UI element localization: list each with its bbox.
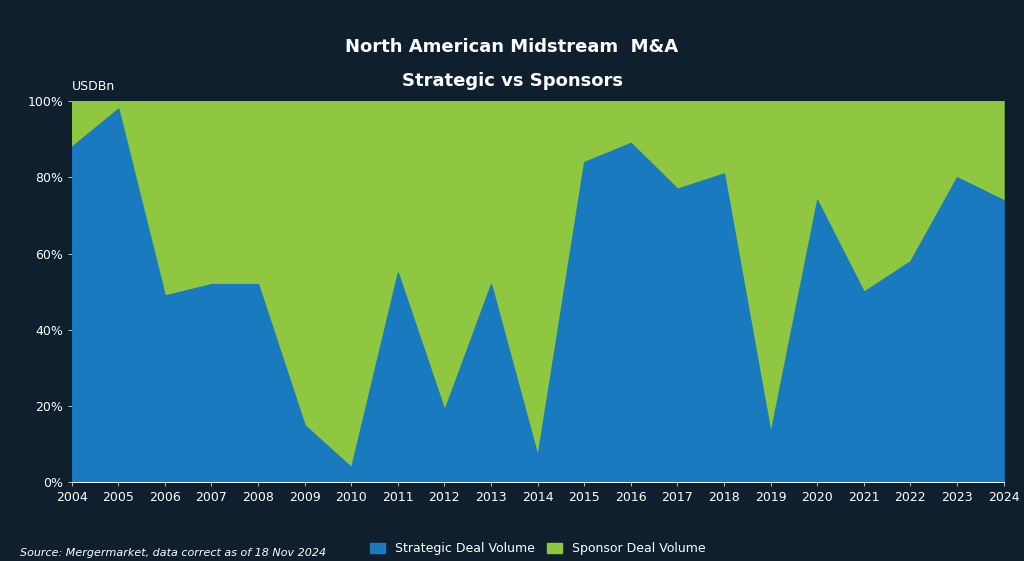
- Text: Source: Mergermarket, data correct as of 18 Nov 2024: Source: Mergermarket, data correct as of…: [20, 548, 327, 558]
- Legend: Strategic Deal Volume, Sponsor Deal Volume: Strategic Deal Volume, Sponsor Deal Volu…: [370, 542, 706, 555]
- Text: North American Midstream  M&A: North American Midstream M&A: [345, 38, 679, 56]
- Text: Strategic vs Sponsors: Strategic vs Sponsors: [401, 72, 623, 90]
- Text: USDBn: USDBn: [72, 80, 115, 93]
